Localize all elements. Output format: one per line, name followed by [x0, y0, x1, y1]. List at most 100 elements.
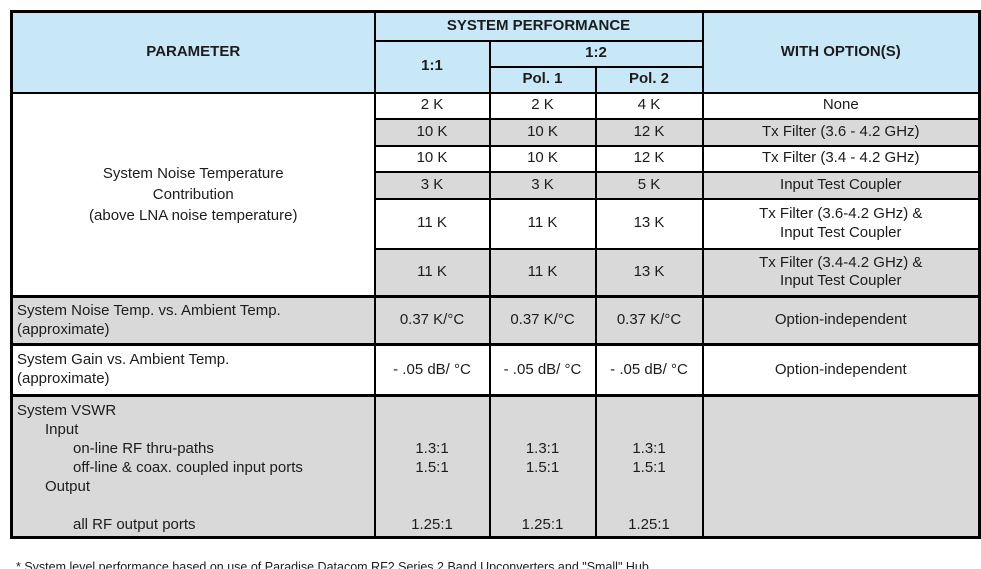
- value-cell: 3 K: [373, 170, 491, 200]
- noise-temp-row-2: 10 K 10 K 12 K Tx Filter (3.6 - 4.2 GHz): [12, 117, 981, 147]
- option-line2: Input Test Coupler: [780, 272, 902, 290]
- noise-temp-parameter-line2: Contribution: [152, 185, 234, 203]
- value-cell: 12 K: [594, 117, 704, 147]
- system-performance-table: PARAMETER SYSTEM PERFORMANCE WITH OPTION…: [10, 10, 981, 539]
- value-cell: 2 K: [373, 91, 491, 120]
- vswr-value: [600, 477, 699, 496]
- vswr-value: [494, 477, 592, 496]
- vswr-row: System VSWR Input on-line RF thru-paths …: [10, 394, 981, 539]
- vswr-value: 1.3:1: [415, 440, 449, 457]
- option-line2: Input Test Coupler: [780, 223, 902, 241]
- option-cell: None: [701, 91, 981, 120]
- option-line1: Tx Filter (3.4-4.2 GHz) &: [759, 253, 923, 271]
- value-cell: 11 K: [488, 197, 597, 250]
- header-cell-system-performance: SYSTEM PERFORMANCE: [373, 10, 704, 42]
- vswr-value: 1.3:1: [525, 440, 560, 457]
- vswr-value: [600, 420, 699, 439]
- value-cell: 0.37 K/°C: [373, 295, 491, 346]
- vswr-option-cell: [701, 394, 981, 539]
- option-cell: Tx Filter (3.6 - 4.2 GHz): [701, 117, 981, 147]
- value-cell: 2 K: [488, 91, 597, 120]
- option-cell: Option-independent: [701, 295, 981, 346]
- vswr-label-online: on-line RF thru-paths: [73, 440, 214, 457]
- noise-temp-row-3: 10 K 10 K 12 K Tx Filter (3.4 - 4.2 GHz): [12, 144, 981, 173]
- value-cell: - .05 dB/ °C: [373, 343, 491, 397]
- noise-temp-row-4: 3 K 3 K 5 K Input Test Coupler: [12, 170, 981, 200]
- footnote: * System level performance based on use …: [16, 560, 649, 569]
- noise-temp-parameter-cell: System Noise Temperature Contribution (a…: [10, 91, 376, 298]
- vswr-value: 1.5:1: [632, 459, 666, 476]
- vswr-value: 1.25:1: [411, 516, 453, 533]
- vswr-label-all-rf: all RF output ports: [73, 516, 196, 533]
- vswr-label-offline: off-line & coax. coupled input ports: [73, 459, 303, 476]
- vswr-values-pol-1: 1.3:1 1.5:1 1.25:1: [488, 394, 597, 539]
- value-cell: 10 K: [488, 144, 597, 173]
- value-cell: - .05 dB/ °C: [594, 343, 704, 397]
- value-cell: 0.37 K/°C: [594, 295, 704, 346]
- vswr-values-pol-2: 1.3:1 1.5:1 1.25:1: [594, 394, 704, 539]
- vswr-value: [600, 496, 699, 515]
- value-cell: 11 K: [373, 197, 491, 250]
- vswr-value: [494, 401, 592, 420]
- value-cell: 10 K: [373, 117, 491, 147]
- header-cell-parameter: PARAMETER: [10, 10, 376, 94]
- value-cell: - .05 dB/ °C: [488, 343, 597, 397]
- vswr-parameter-cell: System VSWR Input on-line RF thru-paths …: [10, 394, 376, 539]
- vswr-value: [379, 420, 486, 439]
- noise-temp-parameter-line1: System Noise Temperature: [102, 164, 284, 182]
- header-row-1: PARAMETER SYSTEM PERFORMANCE WITH OPTION…: [10, 10, 981, 94]
- parameter-line2: (approximate): [17, 370, 110, 387]
- vswr-value: [379, 496, 486, 515]
- option-line1: Tx Filter (3.6-4.2 GHz) &: [759, 204, 923, 222]
- value-cell: 12 K: [594, 144, 704, 173]
- value-cell: 0.37 K/°C: [488, 295, 597, 346]
- vswr-value: [379, 401, 486, 420]
- option-cell: Input Test Coupler: [701, 170, 981, 200]
- value-cell: 10 K: [373, 144, 491, 173]
- option-cell: Tx Filter (3.4-4.2 GHz) & Input Test Cou…: [701, 247, 981, 298]
- value-cell: 10 K: [488, 117, 597, 147]
- header-cell-1-1: 1:1: [373, 39, 491, 94]
- parameter-line1: System Noise Temp. vs. Ambient Temp.: [17, 301, 281, 319]
- vswr-label-output: Output: [45, 478, 91, 495]
- vswr-value: 1.25:1: [521, 516, 564, 533]
- option-cell: Tx Filter (3.4 - 4.2 GHz): [701, 144, 981, 173]
- value-cell: 4 K: [594, 91, 704, 120]
- noise-temp-row-6: 11 K 11 K 13 K Tx Filter (3.4-4.2 GHz) &…: [12, 247, 981, 298]
- option-cell: Tx Filter (3.6-4.2 GHz) & Input Test Cou…: [701, 197, 981, 250]
- header-row-3: Pol. 1 Pol. 2: [12, 65, 980, 94]
- vswr-value: [379, 477, 486, 496]
- value-cell: 5 K: [594, 170, 704, 200]
- noise-temp-row-5: 11 K 11 K 13 K Tx Filter (3.6-4.2 GHz) &…: [12, 197, 981, 250]
- value-cell: 13 K: [594, 247, 704, 298]
- vswr-value: [494, 496, 592, 515]
- header-cell-pol-2: Pol. 2: [594, 65, 704, 94]
- value-cell: 11 K: [373, 247, 491, 298]
- vswr-label-input: Input: [45, 421, 79, 438]
- vswr-value: 1.5:1: [525, 459, 560, 476]
- header-cell-1-2: 1:2: [488, 39, 704, 68]
- gain-vs-ambient-parameter-cell: System Gain vs. Ambient Temp. (approxima…: [10, 343, 376, 397]
- header-row-2: 1:1 1:2: [12, 39, 980, 94]
- noise-vs-ambient-parameter-cell: System Noise Temp. vs. Ambient Temp. (ap…: [10, 295, 376, 346]
- vswr-label-blank: [17, 496, 371, 515]
- value-cell: 3 K: [488, 170, 597, 200]
- noise-vs-ambient-row: System Noise Temp. vs. Ambient Temp. (ap…: [10, 295, 981, 346]
- vswr-value: 1.25:1: [628, 516, 670, 533]
- vswr-value: [600, 401, 699, 420]
- vswr-value: 1.3:1: [632, 440, 666, 457]
- noise-temp-row-1: System Noise Temperature Contribution (a…: [10, 91, 981, 298]
- noise-temp-parameter-line3: (above LNA noise temperature): [89, 206, 298, 224]
- option-cell: Option-independent: [701, 343, 981, 397]
- vswr-value: [494, 420, 592, 439]
- value-cell: 11 K: [488, 247, 597, 298]
- vswr-label-system-vswr: System VSWR: [17, 402, 117, 419]
- header-cell-pol-1: Pol. 1: [488, 65, 597, 94]
- parameter-line1: System Gain vs. Ambient Temp.: [17, 351, 230, 369]
- header-cell-with-options: WITH OPTION(S): [701, 10, 981, 94]
- parameter-line2: (approximate): [17, 320, 110, 338]
- vswr-values-1-1: 1.3:1 1.5:1 1.25:1: [373, 394, 491, 539]
- value-cell: 13 K: [594, 197, 704, 250]
- vswr-value: 1.5:1: [415, 459, 449, 476]
